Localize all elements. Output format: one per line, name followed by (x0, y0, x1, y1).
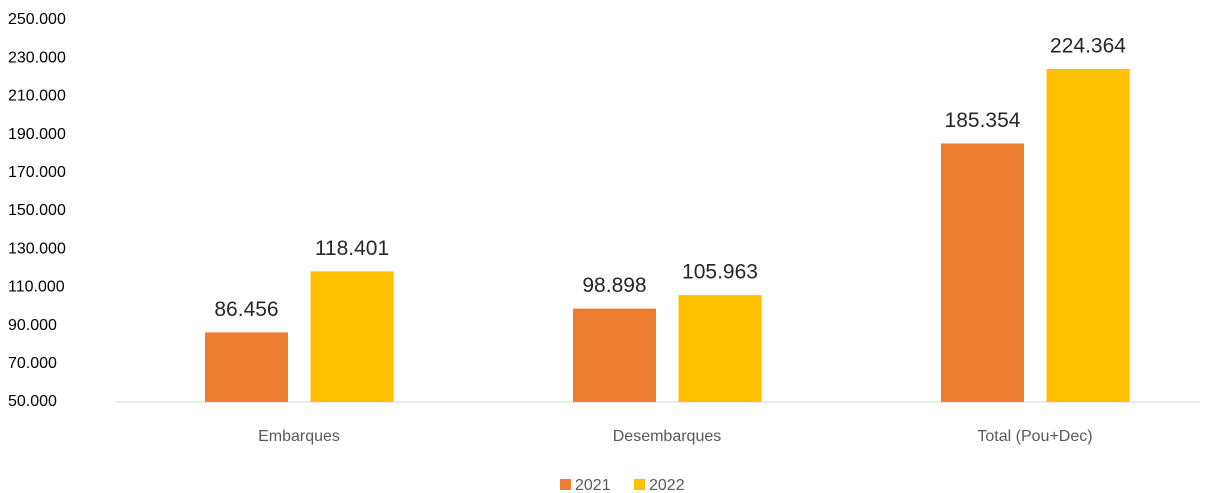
bar (678, 295, 762, 402)
y-tick-label: 110.000 (8, 279, 65, 296)
y-tick-label: 210.000 (8, 88, 66, 105)
bar (1046, 68, 1130, 403)
value-label: 185.354 (945, 109, 1021, 132)
value-label: 105.963 (682, 261, 758, 284)
bar (573, 308, 656, 402)
y-tick-label: 90.000 (8, 317, 57, 334)
bar (310, 271, 394, 402)
legend-swatch (560, 479, 571, 490)
y-tick-label: 70.000 (8, 355, 57, 372)
y-tick-label: 170.000 (8, 164, 66, 181)
bar (941, 143, 1024, 402)
x-tick-label: Total (Pou+Dec) (977, 428, 1092, 445)
legend-label: 2021 (575, 477, 611, 493)
value-label: 118.401 (315, 237, 389, 260)
y-tick-label: 150.000 (8, 202, 66, 219)
y-tick-label: 130.000 (8, 240, 66, 257)
value-label: 86.456 (214, 298, 278, 321)
x-tick-label: Embarques (258, 428, 340, 445)
y-tick-label: 50.000 (8, 393, 57, 410)
legend-label: 2022 (649, 477, 685, 493)
value-label: 98.898 (582, 274, 646, 297)
value-label: 224.364 (1050, 35, 1126, 58)
y-tick-label: 250.000 (8, 11, 66, 28)
bar (205, 332, 288, 402)
y-tick-label: 190.000 (8, 126, 66, 143)
x-tick-label: Desembarques (613, 428, 722, 445)
y-tick-label: 230.000 (8, 49, 66, 66)
legend-swatch (634, 479, 645, 490)
